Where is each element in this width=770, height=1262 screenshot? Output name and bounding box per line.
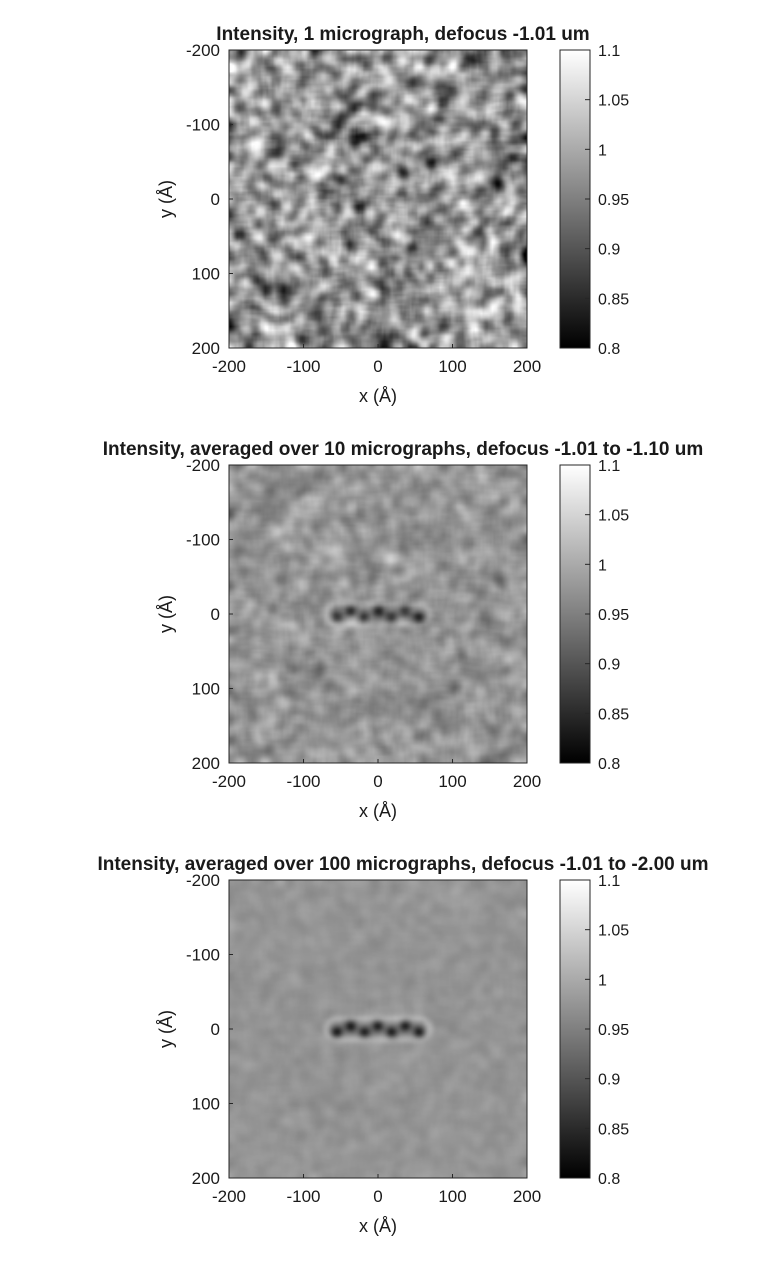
colorbar-tick-label: 0.9 — [598, 1072, 620, 1089]
x-axis-label: x (Å) — [359, 801, 397, 821]
colorbar-tick-label: 1 — [598, 142, 607, 159]
y-tick-label: -100 — [186, 946, 220, 965]
colorbar-tick-label: 1.05 — [598, 508, 629, 525]
y-tick-label: -200 — [186, 871, 220, 890]
colorbar-tick-label: 0.95 — [598, 1022, 629, 1039]
y-tick-label: -100 — [186, 116, 220, 135]
x-tick-label: 0 — [373, 357, 382, 376]
x-tick-label: 0 — [373, 772, 382, 791]
colorbar-tick-label: 0.9 — [598, 657, 620, 674]
y-tick-label: 0 — [211, 605, 220, 624]
y-tick-label: 100 — [192, 680, 220, 699]
chart-title: Intensity, averaged over 100 micrographs… — [97, 854, 708, 875]
colorbar-tick-label: 0.8 — [598, 1171, 620, 1188]
chart-title: Intensity, averaged over 10 micrographs,… — [103, 439, 703, 460]
x-tick-label: 200 — [513, 1187, 541, 1206]
colorbar-tick-label: 1 — [598, 972, 607, 989]
x-tick-label: -200 — [212, 1187, 246, 1206]
colorbar-tick-label: 1.1 — [598, 43, 620, 60]
y-tick-label: 200 — [192, 339, 220, 358]
chart-panel-3: Intensity, averaged over 100 micrographs… — [97, 854, 708, 1236]
colorbar-tick-label: 1.05 — [598, 923, 629, 940]
colorbar-tick-label: 0.8 — [598, 756, 620, 773]
colorbar-tick-label: 0.8 — [598, 341, 620, 358]
colorbar-tick-label: 0.85 — [598, 291, 629, 308]
colorbar-tick-label: 0.95 — [598, 607, 629, 624]
colorbar-tick-label: 1.1 — [598, 873, 620, 890]
colorbar-tick-label: 0.95 — [598, 192, 629, 209]
x-tick-label: 0 — [373, 1187, 382, 1206]
x-tick-label: 100 — [438, 357, 466, 376]
y-tick-label: 0 — [211, 190, 220, 209]
colorbar-tick-label: 1.05 — [598, 93, 629, 110]
x-tick-label: -100 — [286, 772, 320, 791]
x-tick-label: 200 — [513, 772, 541, 791]
x-tick-label: -200 — [212, 772, 246, 791]
x-tick-label: 100 — [438, 1187, 466, 1206]
x-tick-label: -100 — [286, 357, 320, 376]
y-tick-label: 200 — [192, 754, 220, 773]
colorbar-tick-label: 0.9 — [598, 242, 620, 259]
colorbar-tick-label: 1 — [598, 557, 607, 574]
x-tick-label: -100 — [286, 1187, 320, 1206]
heatmap-image — [229, 465, 527, 763]
chart-panel-2: Intensity, averaged over 10 micrographs,… — [103, 439, 703, 821]
y-axis-label: y (Å) — [156, 180, 176, 218]
x-tick-label: -200 — [212, 357, 246, 376]
y-tick-label: -200 — [186, 456, 220, 475]
y-tick-label: 100 — [192, 1095, 220, 1114]
x-tick-label: 200 — [513, 357, 541, 376]
y-tick-label: 0 — [211, 1020, 220, 1039]
x-axis-label: x (Å) — [359, 386, 397, 406]
heatmap-image — [229, 880, 527, 1178]
y-tick-label: -200 — [186, 41, 220, 60]
chart-title: Intensity, 1 micrograph, defocus -1.01 u… — [216, 24, 589, 45]
colorbar-tick-label: 1.1 — [598, 458, 620, 475]
x-axis-label: x (Å) — [359, 1216, 397, 1236]
heatmap-image — [229, 50, 527, 348]
colorbar-tick-label: 0.85 — [598, 706, 629, 723]
y-axis-label: y (Å) — [156, 1010, 176, 1048]
y-axis-label: y (Å) — [156, 595, 176, 633]
y-tick-label: 100 — [192, 265, 220, 284]
y-tick-label: 200 — [192, 1169, 220, 1188]
chart-panel-1: Intensity, 1 micrograph, defocus -1.01 u… — [156, 24, 629, 406]
colorbar-tick-label: 0.85 — [598, 1121, 629, 1138]
y-tick-label: -100 — [186, 531, 220, 550]
x-tick-label: 100 — [438, 772, 466, 791]
